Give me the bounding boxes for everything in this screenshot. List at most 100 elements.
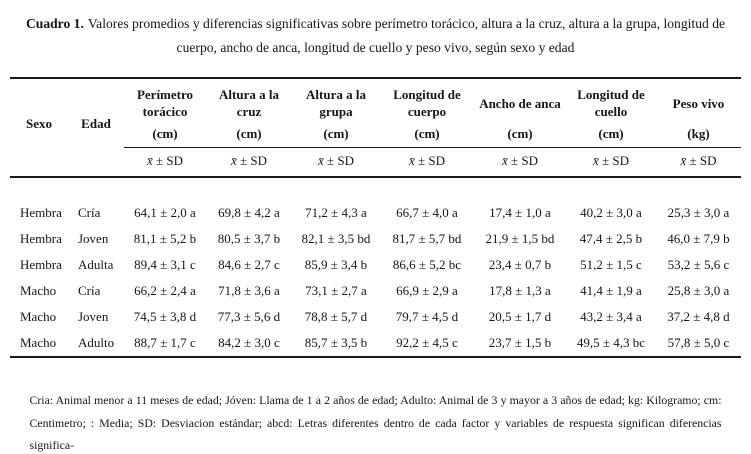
col-header-sexo: Sexo (10, 78, 68, 178)
table-row: Hembra Adulta 89,4 ± 3,1 c 84,6 ± 2,7 c 85,9… (10, 252, 741, 278)
cell-value-7: 46,0 ± 7,9 b (667, 231, 730, 246)
cell-value-6: 43,2 ± 3,4 a (580, 309, 642, 324)
cell-value-7: 53,2 ± 5,6 c (667, 257, 730, 272)
column-unit: (cm) (414, 126, 440, 141)
cell-value-3: 85,7 ± 3,5 b (304, 335, 368, 350)
column-header-1: Perímetro torácico (cm) (124, 78, 206, 148)
column-unit: (cm) (323, 126, 349, 141)
spacer-cell (10, 177, 741, 200)
stat-subheader-3: x̄ ± SD (292, 147, 380, 178)
mean-symbol: x̄ (146, 153, 153, 168)
stat-subheader-6: x̄ ± SD (566, 147, 656, 178)
cell-value-2: 84,6 ± 2,7 c (218, 257, 280, 272)
table-caption-label: Cuadro 1. (25, 16, 84, 31)
cell-value-4: 92,2 ± 4,5 c (396, 335, 458, 350)
cell-value-5: 21,9 ± 1,5 bd (485, 231, 555, 246)
column-name: Altura a la cruz (219, 87, 279, 119)
cell-value-5: 23,7 ± 1,5 b (488, 335, 552, 350)
col-header-edad: Edad (68, 78, 124, 178)
column-unit: (cm) (236, 126, 262, 141)
cell-value-6: 47,4 ± 2,5 b (579, 231, 643, 246)
cell-sexo: Hembra (20, 205, 62, 220)
cell-sexo: Macho (20, 283, 57, 298)
cell-value-4: 81,7 ± 5,7 bd (392, 231, 462, 246)
stat-subheader-1: x̄ ± SD (124, 147, 206, 178)
mean-symbol: x̄ (317, 153, 324, 168)
stat-subheader-5: x̄ ± SD (474, 147, 566, 178)
column-unit: (cm) (152, 126, 178, 141)
cell-value-1: 81,1 ± 5,2 b (133, 231, 197, 246)
cell-value-4: 66,9 ± 2,9 a (396, 283, 458, 298)
header-row-measures: Sexo Edad Perímetro torácico (cm) Altura a… (10, 78, 741, 178)
cell-value-3: 71,2 ± 4,3 a (305, 205, 367, 220)
cell-edad: Joven (78, 309, 109, 324)
column-unit: (cm) (507, 126, 533, 141)
column-header-7: Peso vivo (kg) (656, 78, 741, 148)
cell-value-1: 88,7 ± 1,7 c (134, 335, 196, 350)
column-header-2: Altura a la cruz (cm) (206, 78, 292, 148)
column-header-4: Longitud de cuerpo (cm) (380, 78, 474, 148)
cell-value-6: 40,2 ± 3,0 a (580, 205, 642, 220)
table-caption-text: Valores promedios y diferencias signific… (87, 16, 726, 55)
cell-value-1: 74,5 ± 3,8 d (133, 309, 197, 324)
footnote-line-1: Cria: Animal menor a 11 meses de edad; J… (29, 393, 722, 407)
header-row-stats: x̄ ± SD x̄ ± SD x̄ ± SD x̄ ± SD x̄ ± SD x̄ ± … (10, 147, 741, 178)
footnote-line-2: Centimetro; : Media; SD: Desviacion está… (29, 415, 722, 453)
cell-sexo: Hembra (20, 257, 62, 272)
table-row: Hembra Cría 64,1 ± 2,0 a 69,8 ± 4,2 a 71,2 ±… (10, 200, 741, 226)
mean-symbol: x̄ (408, 153, 415, 168)
stat-subheader-2: x̄ ± SD (206, 147, 292, 178)
column-unit: (kg) (687, 126, 710, 141)
cell-edad: Adulta (78, 257, 114, 272)
cell-value-2: 80,5 ± 3,7 b (217, 231, 281, 246)
cell-value-4: 86,6 ± 5,2 bc (392, 257, 462, 272)
cell-value-1: 64,1 ± 2,0 a (134, 205, 196, 220)
column-unit: (cm) (598, 126, 624, 141)
table-row: Macho Cría 66,2 ± 2,4 a 71,8 ± 3,6 a 73,1 ± … (10, 278, 741, 304)
mean-symbol: x̄ (230, 153, 237, 168)
column-header-6: Longitud de cuello (cm) (566, 78, 656, 148)
cell-edad: Cría (78, 205, 101, 220)
cell-value-3: 73,1 ± 2,7 a (305, 283, 367, 298)
cell-value-3: 85,9 ± 3,4 b (304, 257, 368, 272)
cell-value-3: 78,8 ± 5,7 d (304, 309, 368, 324)
column-header-5: Ancho de anca (cm) (474, 78, 566, 148)
column-name: Longitud de cuello (577, 87, 645, 119)
cell-value-7: 25,3 ± 3,0 a (667, 205, 730, 220)
column-name: Longitud de cuerpo (393, 87, 461, 119)
table-caption: Cuadro 1. Valores promedios y diferencias… (20, 12, 732, 60)
cell-value-4: 66,7 ± 4,0 a (396, 205, 458, 220)
cell-value-7: 37,2 ± 4,8 d (667, 309, 730, 324)
cell-value-5: 17,4 ± 1,0 a (489, 205, 551, 220)
cell-value-5: 23,4 ± 0,7 b (488, 257, 552, 272)
cell-sexo: Hembra (20, 231, 62, 246)
cell-value-1: 89,4 ± 3,1 c (134, 257, 196, 272)
mean-symbol: x̄ (501, 153, 508, 168)
spacer-row (10, 177, 741, 200)
cell-value-6: 49,5 ± 4,3 bc (576, 335, 646, 350)
mean-symbol: x̄ (680, 153, 687, 168)
cell-value-4: 79,7 ± 4,5 d (395, 309, 459, 324)
stat-subheader-4: x̄ ± SD (380, 147, 474, 178)
column-name: Peso vivo (672, 95, 725, 111)
mean-symbol: x̄ (592, 153, 599, 168)
data-table: Sexo Edad Perímetro torácico (cm) Altura a… (10, 77, 741, 358)
column-header-3: Altura a la grupa (cm) (292, 78, 380, 148)
cell-sexo: Macho (20, 309, 57, 324)
cell-edad: Joven (78, 231, 109, 246)
table-row: Macho Adulto 88,7 ± 1,7 c 84,2 ± 3,0 c 85,7 … (10, 330, 741, 357)
column-name: Perímetro torácico (136, 87, 194, 119)
cell-value-5: 20,5 ± 1,7 d (488, 309, 552, 324)
cell-value-2: 84,2 ± 3,0 c (218, 335, 280, 350)
column-name: Ancho de anca (479, 95, 561, 111)
cell-value-2: 69,8 ± 4,2 a (218, 205, 280, 220)
table-row: Hembra Joven 81,1 ± 5,2 b 80,5 ± 3,7 b 82,1 … (10, 226, 741, 252)
cell-edad: Cría (78, 283, 101, 298)
cell-value-6: 51,2 ± 1,5 c (580, 257, 642, 272)
cell-value-2: 71,8 ± 3,6 a (218, 283, 280, 298)
column-name: Altura a la grupa (306, 87, 366, 119)
table-row: Macho Joven 74,5 ± 3,8 d 77,3 ± 5,6 d 78,8 ±… (10, 304, 741, 330)
cell-value-7: 57,8 ± 5,0 c (667, 335, 730, 350)
cell-sexo: Macho (20, 335, 57, 350)
